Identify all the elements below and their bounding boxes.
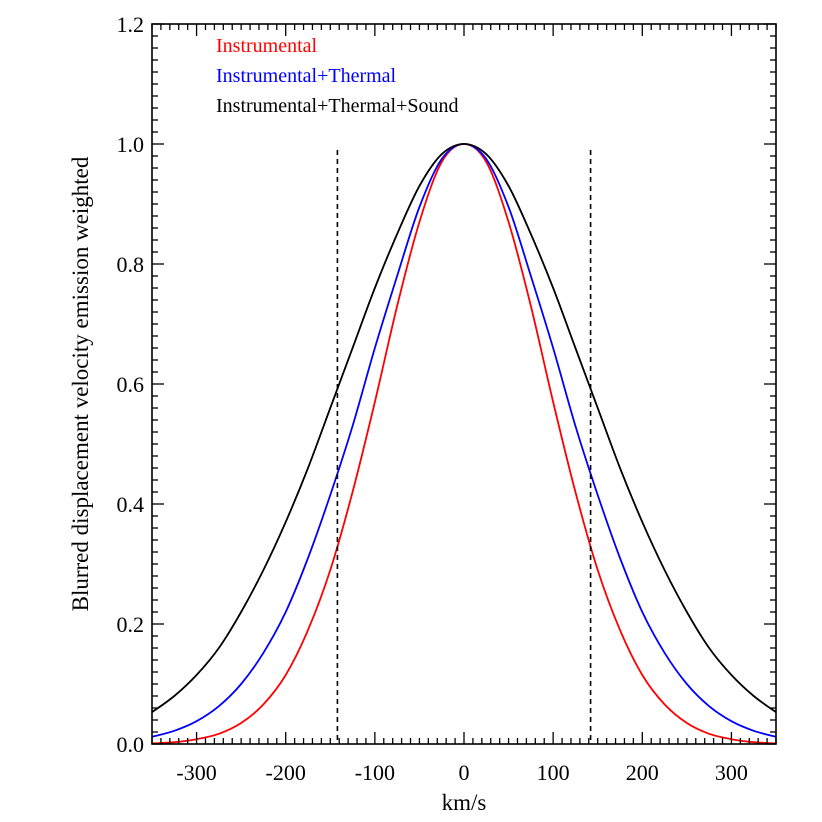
x-tick-label: 200 (626, 760, 659, 785)
series-curves (151, 143, 777, 745)
y-tick-label: 1.2 (117, 12, 145, 37)
x-tick-label: 300 (715, 760, 748, 785)
y-tick-label: 1.0 (117, 132, 145, 157)
x-tick-labels: -300 -200 -100 0 100 200 300 (176, 760, 748, 785)
x-tick-label: -300 (176, 760, 216, 785)
legend-entry-1: Instrumental+Thermal (216, 65, 397, 87)
x-tick-label: 100 (537, 760, 570, 785)
axis-ticks (151, 23, 777, 745)
y-tick-label: 0.8 (117, 252, 145, 277)
y-axis-label: Blurred displacement velocity emission w… (68, 156, 93, 611)
legend-entry-2: Instrumental+Thermal+Sound (216, 95, 459, 117)
y-tick-label: 0.4 (117, 492, 145, 517)
x-tick-label: 0 (459, 760, 470, 785)
series-line-1 (151, 143, 777, 738)
plot-frame (151, 23, 777, 745)
legend-entry-0: Instrumental (216, 35, 318, 57)
legend: Instrumental Instrumental+Thermal Instrume… (216, 35, 459, 117)
y-tick-labels: 0.0 0.2 0.4 0.6 0.8 1.0 1.2 (117, 12, 145, 757)
series-line-2 (151, 143, 777, 713)
series-line-0 (151, 143, 777, 745)
x-tick-label: -200 (266, 760, 306, 785)
vertical-reference-lines (336, 150, 592, 744)
x-tick-label: -100 (355, 760, 395, 785)
y-tick-label: 0.0 (117, 732, 145, 757)
x-axis-label: km/s (442, 790, 487, 815)
y-tick-label: 0.6 (117, 372, 145, 397)
y-tick-label: 0.2 (117, 612, 145, 637)
